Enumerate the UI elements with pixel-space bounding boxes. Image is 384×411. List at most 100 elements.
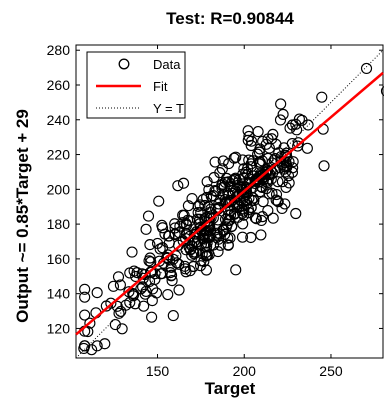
data-point: [91, 340, 103, 352]
data-point: [316, 91, 328, 103]
data-point: [275, 98, 287, 110]
data-point: [201, 191, 213, 204]
data-point: [270, 194, 282, 206]
data-point: [229, 185, 241, 197]
data-point: [109, 319, 121, 331]
data-point: [169, 228, 181, 240]
data-point: [79, 309, 91, 321]
data-point: [200, 246, 212, 258]
data-point: [198, 233, 210, 245]
data-point: [182, 200, 194, 212]
data-point: [166, 275, 178, 287]
data-point: [245, 231, 257, 244]
data-point: [224, 232, 236, 244]
data-point: [165, 261, 177, 273]
data-point: [279, 166, 292, 178]
data-point: [163, 230, 175, 242]
data-point: [184, 215, 196, 227]
legend: Data Fit Y = T: [86, 51, 186, 119]
data-point: [156, 219, 168, 231]
x-tick-label: 200: [233, 363, 257, 379]
data-point: [169, 222, 181, 234]
data-point: [360, 62, 373, 75]
data-point: [217, 178, 229, 190]
data-point: [217, 155, 229, 167]
data-point: [267, 128, 279, 140]
data-point: [263, 142, 275, 154]
data-point: [112, 271, 125, 283]
y-tick-label: 280: [47, 42, 71, 58]
data-point: [186, 249, 198, 261]
data-point: [380, 86, 384, 97]
data-point: [270, 188, 283, 201]
data-point: [242, 134, 254, 146]
data-point: [164, 267, 176, 279]
data-point: [209, 156, 221, 168]
data-point: [162, 288, 174, 301]
y-tick-label: 160: [47, 251, 71, 267]
data-point: [91, 287, 103, 299]
data-point: [281, 161, 293, 173]
data-point: [144, 239, 156, 251]
data-point: [222, 209, 235, 221]
data-point: [149, 273, 161, 285]
data-point: [273, 147, 285, 159]
data-point: [177, 216, 189, 229]
data-point: [151, 237, 164, 249]
data-point: [265, 173, 277, 185]
data-point: [272, 195, 284, 207]
data-point: [205, 203, 217, 215]
data-point: [146, 311, 158, 323]
y-tick-label: 200: [47, 181, 71, 197]
data-point: [253, 158, 266, 170]
data-point: [270, 138, 282, 150]
data-point: [236, 231, 249, 243]
data-point: [79, 291, 91, 303]
data-point: [214, 239, 226, 251]
data-point: [142, 210, 155, 222]
data-point: [140, 223, 152, 235]
data-point: [217, 224, 229, 236]
legend-data-marker: [118, 58, 130, 70]
data-point: [186, 192, 198, 205]
data-point: [243, 130, 255, 143]
data-point: [200, 264, 213, 276]
data-point: [214, 228, 226, 240]
data-point: [256, 181, 268, 193]
data-point: [223, 214, 235, 227]
data-point: [216, 163, 228, 175]
y-tick-label: 220: [47, 147, 71, 163]
data-point: [257, 196, 269, 208]
data-point: [78, 342, 90, 355]
legend-label-fit: Fit: [153, 79, 168, 94]
data-point: [292, 137, 304, 149]
y-tick-label: 180: [47, 216, 71, 232]
data-point: [260, 166, 272, 178]
fit-layer: [75, 71, 384, 336]
y-tick-label: 240: [47, 112, 71, 128]
data-point: [138, 300, 150, 312]
data-point: [99, 338, 111, 350]
data-point: [274, 114, 287, 126]
data-point: [255, 214, 267, 227]
data-point: [111, 300, 123, 312]
data-point: [318, 160, 330, 172]
data-point: [82, 325, 94, 338]
data-point: [114, 279, 126, 291]
data-point: [173, 284, 185, 296]
data-point: [203, 249, 215, 261]
legend-label-data: Data: [153, 57, 181, 72]
data-point: [79, 283, 91, 295]
data-point: [177, 177, 190, 189]
data-point: [233, 174, 245, 186]
data-point: [255, 180, 267, 193]
data-point: [123, 286, 135, 298]
data-point: [220, 221, 232, 233]
data-point: [86, 344, 98, 356]
data-point: [250, 213, 262, 225]
data-point: [276, 176, 288, 188]
data-point: [267, 212, 279, 224]
data-point: [140, 285, 152, 297]
data-point: [124, 267, 136, 279]
